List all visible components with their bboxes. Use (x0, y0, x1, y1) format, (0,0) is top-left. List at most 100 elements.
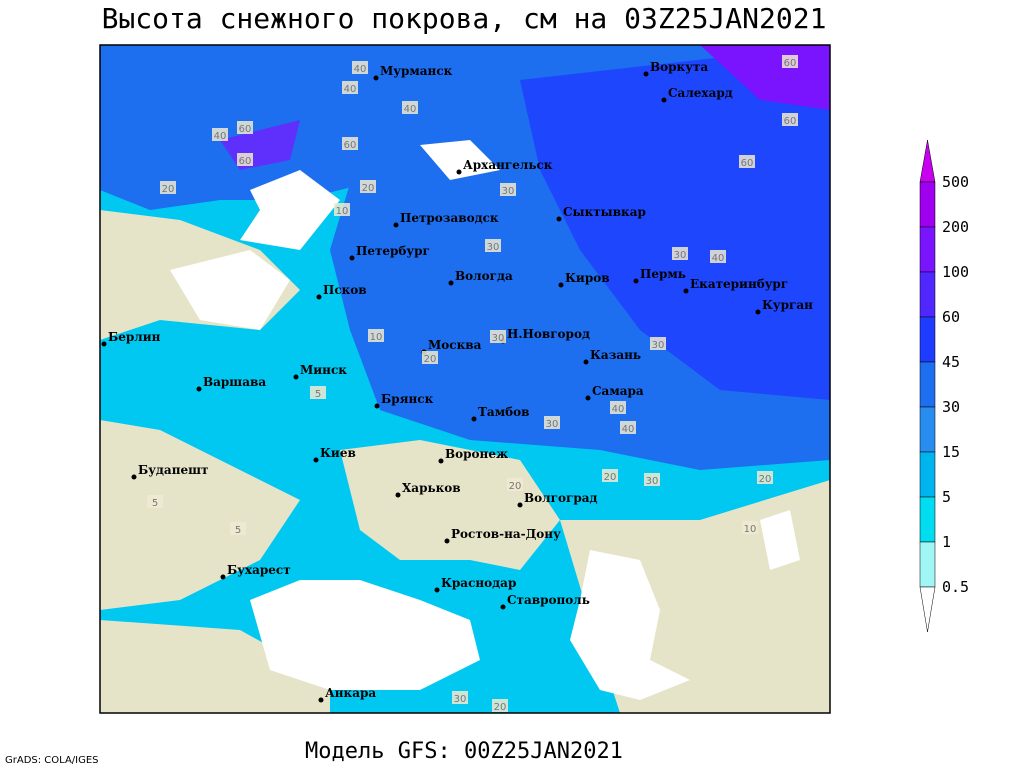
contour-label-box (757, 471, 773, 484)
contour-label: 20 (494, 702, 507, 713)
contour-label-box (230, 522, 246, 535)
legend-tick-label: 200 (942, 218, 969, 236)
contour-label: 5 (152, 498, 158, 509)
city-label: Краснодар (441, 576, 516, 590)
city-dot (293, 374, 299, 380)
city-dot (131, 474, 137, 480)
legend-top-triangle (919, 139, 936, 183)
contour-label-box (212, 128, 228, 141)
contour-label: 20 (509, 481, 522, 492)
contour-label: 20 (604, 472, 617, 483)
city-dot (643, 71, 649, 77)
contour-label-box (352, 61, 368, 74)
legend-tick-label: 30 (942, 398, 960, 416)
city-label: Воркута (650, 60, 708, 74)
contour-label-box (485, 239, 501, 252)
contour-label: 10 (744, 524, 757, 535)
contour-label: 30 (674, 250, 687, 261)
contour-label-box (602, 469, 618, 482)
city-dot (196, 386, 202, 392)
city-label: Казань (590, 348, 641, 362)
city-dot (683, 288, 689, 294)
contour-label: 20 (424, 354, 437, 365)
city-label: Ростов-на-Дону (451, 527, 561, 541)
contour-label: 60 (239, 124, 252, 135)
contour-label-box (507, 478, 523, 491)
legend-swatch (919, 361, 936, 408)
city-label: Пермь (640, 267, 686, 281)
city-dot (456, 169, 462, 175)
map-title: Высота снежного покрова, см на 03Z25JAN2… (102, 2, 827, 35)
contour-label: 10 (370, 332, 383, 343)
legend-tick-label: 500 (942, 173, 969, 191)
contour-label-box (360, 180, 376, 193)
contour-label: 40 (612, 404, 625, 415)
legend-tick-label: 100 (942, 263, 969, 281)
map-frame (99, 44, 831, 714)
model-footer: Модель GFS: 00Z25JAN2021 (305, 739, 623, 764)
city-label: Ставрополь (507, 593, 590, 607)
city-label: Петербург (356, 244, 430, 258)
city-label: Варшава (203, 375, 266, 389)
city-dot (101, 341, 107, 347)
contour-label-box (422, 351, 438, 364)
contour-label-box (739, 155, 755, 168)
city-label: Минск (300, 363, 347, 377)
city-dot (220, 574, 226, 580)
city-label: Екатеринбург (690, 277, 788, 291)
contour-label-box (610, 401, 626, 414)
city-dot (373, 75, 379, 81)
city-dot (374, 403, 380, 409)
city-dot (661, 97, 667, 103)
contour-label: 40 (214, 131, 227, 142)
contour-label: 40 (712, 253, 725, 264)
contour-label: 40 (344, 84, 357, 95)
city-dot (585, 395, 591, 401)
city-label: Москва (428, 338, 482, 352)
legend-swatch (919, 226, 936, 273)
contour-label-box (147, 495, 163, 508)
contour-label-box (620, 421, 636, 434)
contour-label-box (368, 329, 384, 342)
city-label: Курган (762, 298, 813, 312)
city-dot (583, 359, 589, 365)
city-dot (556, 216, 562, 222)
contour-label-box (782, 55, 798, 68)
legend-swatch (919, 181, 936, 228)
contour-label: 60 (239, 156, 252, 167)
city-dot (438, 458, 444, 464)
contour-label-box (782, 113, 798, 126)
city-dot (313, 457, 319, 463)
contour-label-box (710, 250, 726, 263)
contour-label-box (672, 247, 688, 260)
legend-tick-label: 60 (942, 308, 960, 326)
contour-label-box (452, 691, 468, 704)
city-label: Петрозаводск (400, 211, 499, 225)
city-dot (558, 282, 564, 288)
contour-label-box (237, 153, 253, 166)
city-label: Харьков (402, 481, 461, 495)
contour-label: 30 (502, 186, 515, 197)
contour-label-box (237, 121, 253, 134)
legend-swatch (919, 496, 936, 543)
city-label: Воронеж (445, 447, 508, 461)
city-label: Тамбов (478, 405, 529, 419)
city-label: Архангельск (463, 158, 553, 172)
city-dot (349, 255, 355, 261)
contour-label: 20 (759, 474, 772, 485)
contour-label-box (544, 416, 560, 429)
legend-swatch (919, 451, 936, 498)
contour-label: 30 (646, 476, 659, 487)
city-label: Берлин (108, 330, 161, 344)
contour-label-box (742, 521, 758, 534)
contour-label-box (500, 183, 516, 196)
city-label: Псков (323, 283, 367, 297)
credit: GrADS: COLA/IGES (5, 755, 99, 766)
contour-label-box (342, 81, 358, 94)
contour-label: 30 (492, 333, 505, 344)
legend-tick-label: 15 (942, 443, 960, 461)
contour-label: 20 (162, 184, 175, 195)
contour-label-box (490, 330, 506, 343)
contour-label: 30 (454, 694, 467, 705)
